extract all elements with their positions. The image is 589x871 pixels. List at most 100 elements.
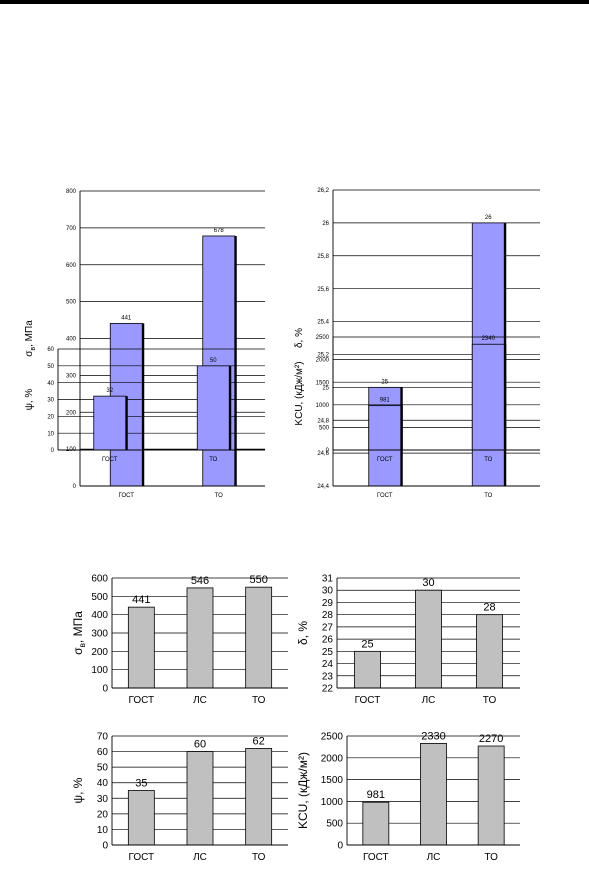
c5-x-tick-label: ЛС xyxy=(422,695,436,706)
c5-x-tick-label: ГОСТ xyxy=(355,695,381,706)
c0-y-axis-label: σв, МПа xyxy=(24,320,37,357)
c7-y-tick-label: 0 xyxy=(337,841,343,852)
c4-y-tick-label: 300 xyxy=(91,629,108,640)
c4-bar xyxy=(245,586,273,689)
c2-y-axis-label: ψ, % xyxy=(24,389,35,411)
c7-bar xyxy=(420,743,447,846)
c6-x-tick-label: ТО xyxy=(252,852,266,863)
c3-bar-group xyxy=(368,405,403,451)
c0-data-label: 441 xyxy=(121,315,132,321)
c7-y-tick-label: 1000 xyxy=(321,797,344,808)
c4-y-tick-label: 500 xyxy=(91,592,108,603)
chart-elongation-2: 22 23 24 25 26 27 28 29 30 31 25 ГОСТ 30 ЛС 28 ТО δ, % xyxy=(295,566,535,716)
c5-y-tick-label: 27 xyxy=(322,622,334,633)
c1-y-tick-label: 24,6 xyxy=(317,451,329,457)
c5-bar-group xyxy=(415,589,442,689)
c7-bar-group xyxy=(420,743,447,846)
c2-x-tick-label: ГОСТ xyxy=(102,457,118,463)
c2-y-tick-label: 10 xyxy=(47,431,54,437)
c5-y-tick-label: 30 xyxy=(322,586,334,597)
c0-y-tick-label: 500 xyxy=(66,300,77,306)
c6-bar-group xyxy=(186,751,214,846)
c0-y-tick-label: 200 xyxy=(66,410,77,416)
c2-bar xyxy=(196,365,230,451)
c2-x-tick-label: ТО xyxy=(209,457,217,463)
c2-data-label: 32 xyxy=(106,388,113,394)
c6-y-tick-label: 10 xyxy=(97,825,109,836)
c4-bar xyxy=(127,606,155,689)
c5-y-tick-label: 31 xyxy=(322,574,334,585)
c5-bar-group xyxy=(354,650,381,689)
c2-y-tick-label: 50 xyxy=(47,364,54,370)
c7-bar-group xyxy=(362,801,390,846)
c4-x-tick-label: ГОСТ xyxy=(129,695,155,706)
c5-bar xyxy=(415,589,442,689)
c1-y-tick-label: 25,8 xyxy=(317,254,329,260)
c6-y-tick-label: 20 xyxy=(97,809,109,820)
c7-bar xyxy=(362,801,390,846)
c0-x-tick-label: ГОСТ xyxy=(119,493,135,499)
c7-y-tick-label: 500 xyxy=(326,819,343,830)
c3-y-tick-label: 500 xyxy=(319,426,330,432)
c5-data-label: 25 xyxy=(361,638,373,650)
c1-y-axis-label: δ, % xyxy=(294,328,305,348)
c5-y-tick-label: 25 xyxy=(322,647,334,658)
c3-y-tick-label: 2000 xyxy=(316,358,330,364)
c7-y-tick-label: 2000 xyxy=(321,753,344,764)
c3-data-label: 981 xyxy=(380,398,391,404)
c1-x-tick-label: ГОСТ xyxy=(377,493,393,499)
c1-y-tick-label: 24,8 xyxy=(317,418,329,424)
c4-x-tick-label: ЛС xyxy=(193,695,207,706)
c4-data-label: 441 xyxy=(132,594,150,606)
c4-y-tick-label: 200 xyxy=(91,647,108,658)
c2-y-tick-label: 40 xyxy=(47,381,54,387)
c4-bar xyxy=(186,587,214,689)
c6-y-tick-label: 30 xyxy=(97,794,109,805)
c4-data-label: 546 xyxy=(191,575,209,587)
c6-y-tick-label: 50 xyxy=(97,763,109,774)
chart-tensile-strength-1: 0 100 200 300 400 500 600 700 800 441 ГОСТ 678 ТО σв,… xyxy=(20,183,280,499)
chart-impact-toughness-2: 0 500 1000 1500 2000 2500 981 ГОСТ 2330 ЛС 2270 ТО K… xyxy=(295,728,535,871)
c0-data-label: 678 xyxy=(214,228,225,234)
chart-elongation-1: 24,4 24,6 24,8 25 25,2 25,4 25,6 25,8 26 26,2 25 ГО… xyxy=(290,183,560,499)
c6-y-tick-label: 40 xyxy=(97,778,109,789)
c6-y-tick-label: 0 xyxy=(102,841,108,852)
c0-y-tick-label: 700 xyxy=(66,226,77,232)
c3-bar xyxy=(368,405,402,451)
c5-data-label: 30 xyxy=(422,577,434,589)
c4-y-tick-label: 600 xyxy=(91,574,108,585)
c4-y-tick-label: 400 xyxy=(91,610,108,621)
c0-y-tick-label: 300 xyxy=(66,373,77,379)
c5-y-tick-label: 28 xyxy=(322,610,334,621)
c5-data-label: 28 xyxy=(483,602,495,614)
c6-bar xyxy=(127,790,155,846)
c3-y-tick-label: 0 xyxy=(326,448,330,454)
c4-y-tick-label: 100 xyxy=(91,665,108,676)
c3-data-label: 2340 xyxy=(482,336,496,342)
c6-y-tick-label: 70 xyxy=(97,732,109,743)
c5-y-tick-label: 29 xyxy=(322,598,334,609)
c3-bar xyxy=(471,343,505,451)
c1-data-label: 26 xyxy=(485,215,492,221)
c0-y-tick-label: 800 xyxy=(66,189,77,195)
c1-y-tick-label: 24,4 xyxy=(317,484,329,490)
c5-bar-group xyxy=(476,614,503,689)
c4-bar-group xyxy=(127,606,155,689)
c7-x-tick-label: ЛС xyxy=(427,852,441,863)
c7-y-tick-label: 2500 xyxy=(321,732,344,743)
c1-y-tick-label: 25,2 xyxy=(317,353,329,359)
c6-bar-group xyxy=(245,748,273,846)
c6-data-label: 35 xyxy=(135,778,147,790)
c6-x-tick-label: ЛС xyxy=(193,852,207,863)
chart-impact-toughness-1: 0 500 1000 1500 2000 2500 981 ГОСТ 2340 ТО KCU, (к… xyxy=(290,326,560,476)
c2-y-tick-label: 0 xyxy=(51,448,55,454)
c7-bar-group xyxy=(477,745,505,846)
c4-y-tick-label: 0 xyxy=(102,684,108,695)
c4-y-axis-label: σв, МПа xyxy=(71,611,87,655)
c4-bar-group xyxy=(186,587,214,689)
c2-y-tick-label: 30 xyxy=(47,398,54,404)
chart-reduction-area-2: 0 10 20 30 40 50 60 70 35 ГОСТ 60 ЛС 62 ТО ψ, % xyxy=(70,728,295,871)
c6-y-axis-label: ψ, % xyxy=(71,777,85,803)
c3-x-tick-label: ТО xyxy=(484,457,492,463)
c4-bar-group xyxy=(245,586,273,689)
